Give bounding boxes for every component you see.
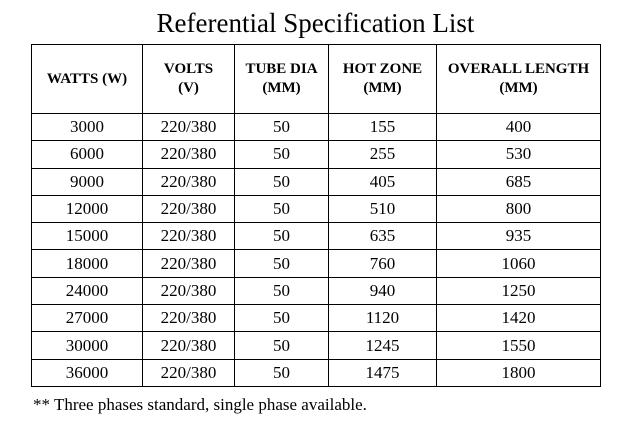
hot-zone-cell: 760 (328, 249, 437, 278)
hot-zone-cell: 510 (328, 194, 437, 224)
footnote: ** Three phases standard, single phase a… (33, 395, 367, 414)
hot-zone-cell: 1120 (328, 304, 437, 333)
watts-cell: 15000 (31, 222, 143, 251)
overall-length-cell: 800 (436, 194, 601, 224)
hot-zone-cell: 255 (328, 140, 437, 169)
column-header-watts: WATTS (W) (31, 44, 143, 114)
volts-cell: 220/380 (142, 358, 235, 387)
volts-cell: 220/380 (142, 112, 235, 142)
overall-length-cell: 1250 (436, 276, 601, 306)
column-header-hot-zone: HOT ZONE (MM) (328, 44, 437, 114)
watts-cell: 36000 (31, 358, 143, 387)
hot-zone-cell: 1475 (328, 358, 437, 387)
table-header-row: WATTS (W) VOLTS (V) TUBE DIA (MM) HOT ZO… (31, 44, 601, 114)
volts-cell: 220/380 (142, 167, 235, 196)
page-title: Referential Specification List (156, 8, 475, 38)
watts-cell: 27000 (31, 304, 143, 333)
overall-length-cell: 1800 (436, 358, 601, 387)
watts-cell: 24000 (31, 276, 143, 306)
hot-zone-cell: 155 (328, 112, 437, 142)
volts-cell: 220/380 (142, 194, 235, 224)
table-row: 30000 220/380 50 1245 1550 (31, 331, 601, 360)
table-row: 9000 220/380 50 405 685 (31, 167, 601, 196)
tube-dia-cell: 50 (234, 112, 329, 142)
table-row: 12000 220/380 50 510 800 (31, 194, 601, 224)
overall-length-cell: 1420 (436, 304, 601, 333)
watts-cell: 18000 (31, 249, 143, 278)
watts-cell: 12000 (31, 194, 143, 224)
volts-cell: 220/380 (142, 331, 235, 360)
column-header-tube-dia: TUBE DIA (MM) (234, 44, 329, 114)
tube-dia-cell: 50 (234, 304, 329, 333)
watts-cell: 30000 (31, 331, 143, 360)
column-header-volts: VOLTS (V) (142, 44, 235, 114)
table-row: 27000 220/380 50 1120 1420 (31, 304, 601, 333)
tube-dia-cell: 50 (234, 167, 329, 196)
overall-length-cell: 685 (436, 167, 601, 196)
table-row: 3000 220/380 50 155 400 (31, 112, 601, 142)
specification-table: WATTS (W) VOLTS (V) TUBE DIA (MM) HOT ZO… (31, 44, 601, 387)
hot-zone-cell: 1245 (328, 331, 437, 360)
column-header-overall-length: OVERALL LENGTH (MM) (436, 44, 601, 114)
overall-length-cell: 530 (436, 140, 601, 169)
hot-zone-cell: 635 (328, 222, 437, 251)
tube-dia-cell: 50 (234, 222, 329, 251)
watts-cell: 9000 (31, 167, 143, 196)
volts-cell: 220/380 (142, 140, 235, 169)
tube-dia-cell: 50 (234, 140, 329, 169)
tube-dia-cell: 50 (234, 276, 329, 306)
table-row: 36000 220/380 50 1475 1800 (31, 358, 601, 387)
table-row: 6000 220/380 50 255 530 (31, 140, 601, 169)
overall-length-cell: 935 (436, 222, 601, 251)
tube-dia-cell: 50 (234, 249, 329, 278)
watts-cell: 6000 (31, 140, 143, 169)
tube-dia-cell: 50 (234, 358, 329, 387)
hot-zone-cell: 405 (328, 167, 437, 196)
table-body: 3000 220/380 50 155 400 6000 220/380 50 255 530 90… (31, 112, 601, 387)
overall-length-cell: 1550 (436, 331, 601, 360)
volts-cell: 220/380 (142, 304, 235, 333)
hot-zone-cell: 940 (328, 276, 437, 306)
watts-cell: 3000 (31, 112, 143, 142)
overall-length-cell: 400 (436, 112, 601, 142)
volts-cell: 220/380 (142, 249, 235, 278)
tube-dia-cell: 50 (234, 194, 329, 224)
table-row: 15000 220/380 50 635 935 (31, 222, 601, 251)
tube-dia-cell: 50 (234, 331, 329, 360)
overall-length-cell: 1060 (436, 249, 601, 278)
volts-cell: 220/380 (142, 276, 235, 306)
volts-cell: 220/380 (142, 222, 235, 251)
table-row: 18000 220/380 50 760 1060 (31, 249, 601, 278)
table-row: 24000 220/380 50 940 1250 (31, 276, 601, 306)
